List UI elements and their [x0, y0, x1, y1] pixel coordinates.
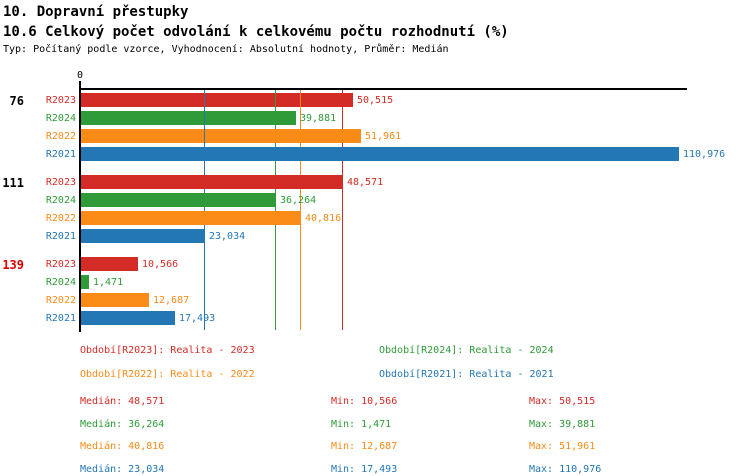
legend-item-r2021: Období[R2021]: Realita - 2021: [379, 369, 554, 380]
legend-item-r2022: Období[R2022]: Realita - 2022: [80, 369, 255, 380]
stat-max: Max: 50,515: [529, 396, 596, 407]
bar-chart: 0 76 R2023 50,515 R2024 39,881 R2022 51,961 R202…: [0, 68, 750, 343]
group-label: 111: [2, 176, 24, 190]
series-row-label-r2024: R2024: [45, 195, 76, 206]
stat-row-r2021: Medián: 23,034 Min: 17,493 Max: 110,976: [0, 464, 750, 476]
bar-r2024: [81, 275, 89, 289]
bar-r2023: [81, 93, 353, 107]
bar-r2024: [81, 111, 296, 125]
stat-row-r2022: Medián: 40,816 Min: 12,687 Max: 51,961: [0, 441, 750, 454]
bar-r2023: [81, 257, 138, 271]
median-line-r2022: [300, 90, 301, 330]
stat-row-r2023: Medián: 48,571 Min: 10,566 Max: 50,515: [0, 396, 750, 409]
stat-min: Min: 10,566: [331, 396, 398, 407]
bar-r2023: [81, 175, 343, 189]
series-row-label-r2024: R2024: [45, 277, 76, 288]
bar-r2022: [81, 211, 301, 225]
stat-median: Medián: 48,571: [80, 396, 165, 407]
stat-min: Min: 17,493: [331, 464, 398, 475]
bar-value-label: 17,493: [179, 313, 216, 324]
bar-r2021: [81, 229, 205, 243]
bar-r2021: [81, 311, 175, 325]
axis-line-top: [80, 88, 687, 90]
bar-r2022: [81, 293, 149, 307]
bar-value-label: 39,881: [300, 113, 337, 124]
axis-tick: [79, 81, 81, 88]
bar-value-label: 12,687: [153, 295, 190, 306]
median-line-r2024: [275, 90, 276, 330]
bar-value-label: 23,034: [209, 231, 246, 242]
stat-median: Medián: 36,264: [80, 419, 165, 430]
bar-value-label: 48,571: [347, 177, 384, 188]
stat-median: Medián: 40,816: [80, 441, 165, 452]
stat-max: Max: 110,976: [529, 464, 602, 475]
series-row-label-r2022: R2022: [45, 295, 76, 306]
page-title: 10. Dopravní přestupky: [3, 4, 189, 20]
stat-min: Min: 1,471: [331, 419, 392, 430]
legend-item-r2024: Období[R2024]: Realita - 2024: [379, 345, 554, 356]
stat-max: Max: 39,881: [529, 419, 596, 430]
bar-value-label: 51,961: [365, 131, 402, 142]
bar-value-label: 1,471: [93, 277, 124, 288]
bar-r2022: [81, 129, 361, 143]
stat-row-r2024: Medián: 36,264 Min: 1,471 Max: 39,881: [0, 419, 750, 432]
stat-min: Min: 12,687: [331, 441, 398, 452]
bar-value-label: 10,566: [142, 259, 179, 270]
series-row-label-r2021: R2021: [45, 149, 76, 160]
axis-zero-label: 0: [76, 70, 84, 81]
chart-title: 10.6 Celkový počet odvolání k celkovému …: [3, 24, 509, 40]
bar-r2024: [81, 193, 276, 207]
bar-value-label: 50,515: [357, 95, 394, 106]
median-line-r2023: [342, 90, 343, 330]
series-row-label-r2021: R2021: [45, 313, 76, 324]
stat-median: Medián: 23,034: [80, 464, 165, 475]
bar-value-label: 40,816: [305, 213, 342, 224]
bar-value-label: 110,976: [683, 149, 726, 160]
group-label: 139: [2, 258, 24, 272]
median-line-r2021: [204, 90, 205, 330]
axis-line-left: [79, 88, 81, 332]
bar-r2021: [81, 147, 679, 161]
series-row-label-r2023: R2023: [45, 177, 76, 188]
series-row-label-r2022: R2022: [45, 131, 76, 142]
chart-meta: Typ: Počítaný podle vzorce, Vyhodnocení:…: [3, 44, 449, 55]
series-row-label-r2021: R2021: [45, 231, 76, 242]
series-row-label-r2024: R2024: [45, 113, 76, 124]
series-row-label-r2023: R2023: [45, 95, 76, 106]
series-row-label-r2022: R2022: [45, 213, 76, 224]
series-row-label-r2023: R2023: [45, 259, 76, 270]
stat-max: Max: 51,961: [529, 441, 596, 452]
group-label: 76: [9, 94, 24, 108]
legend-item-r2023: Období[R2023]: Realita - 2023: [80, 345, 255, 356]
bar-value-label: 36,264: [280, 195, 317, 206]
